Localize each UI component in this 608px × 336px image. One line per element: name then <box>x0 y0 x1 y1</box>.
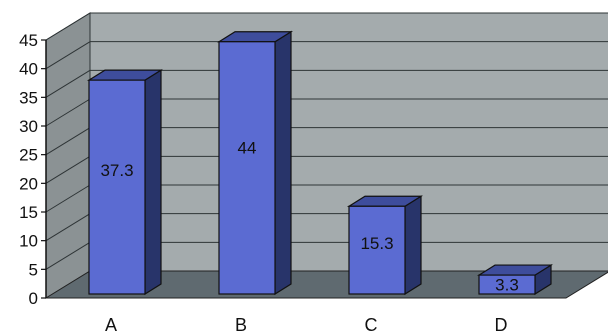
gridline-side <box>45 127 91 156</box>
y-axis: 0 5 10 15 20 25 30 35 40 45 <box>19 31 47 308</box>
x-axis-labels: A B C D <box>105 315 508 335</box>
bar-front <box>88 79 146 295</box>
gridline-side <box>45 155 91 184</box>
gridlines <box>45 12 608 270</box>
y-tick-label: 20 <box>19 174 38 193</box>
bar: 15.3 <box>346 195 424 296</box>
data-label: 3.3 <box>495 276 519 295</box>
gridline-side <box>45 241 91 270</box>
gridline-side <box>45 184 91 213</box>
data-label: 37.3 <box>100 161 133 180</box>
bar-side <box>274 30 292 296</box>
bar: 44 <box>216 30 294 296</box>
y-tick-label: 10 <box>19 232 38 251</box>
gridline-side <box>45 69 91 98</box>
bar: 37.3 <box>86 69 164 296</box>
y-tick-label: 25 <box>19 146 38 165</box>
gridline-side <box>45 12 91 41</box>
x-tick-label: B <box>235 315 247 335</box>
x-tick-label: C <box>365 315 378 335</box>
floor <box>44 270 608 299</box>
bar-front <box>478 274 536 295</box>
bar-side <box>404 195 422 296</box>
bar-front <box>218 41 276 295</box>
bar: 3.3 <box>476 263 554 296</box>
gridline-side <box>45 213 91 242</box>
bar-front <box>348 205 406 295</box>
x-tick-label: A <box>105 315 117 335</box>
gridline-side <box>45 41 91 70</box>
y-tick-label: 45 <box>19 31 38 50</box>
x-tick-label: D <box>495 315 508 335</box>
y-tick-label: 0 <box>29 289 38 308</box>
y-tick-label: 40 <box>19 60 38 79</box>
data-label: 15.3 <box>360 234 393 253</box>
y-tick-label: 5 <box>29 260 38 279</box>
bars: 37.3 44 15.3 3.3 <box>86 30 554 296</box>
y-tick-label: 35 <box>19 88 38 107</box>
data-label: 44 <box>238 139 257 158</box>
gridline-side <box>45 98 91 127</box>
bar-side <box>144 69 162 296</box>
y-tick-label: 30 <box>19 117 38 136</box>
y-tick-label: 15 <box>19 203 38 222</box>
